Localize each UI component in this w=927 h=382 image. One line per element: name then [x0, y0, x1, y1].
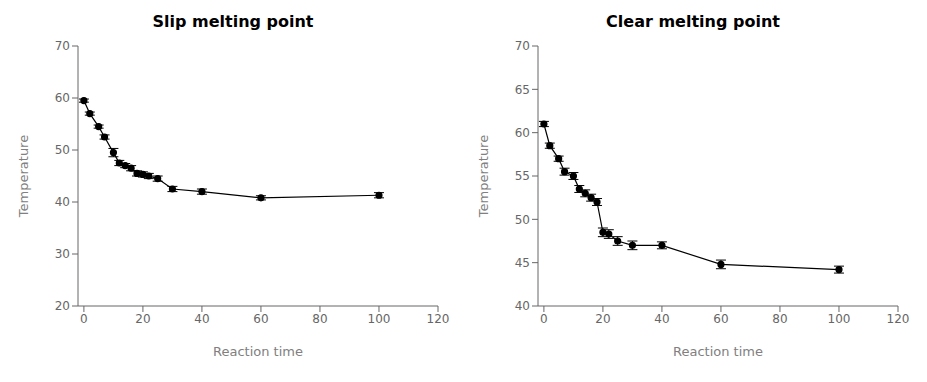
svg-text:40: 40	[55, 195, 70, 209]
svg-text:Temperature: Temperature	[476, 135, 491, 218]
html-text:Clear melting point: Clear melting point	[606, 12, 780, 31]
html-text:Slip melting point: Slip melting point	[152, 12, 314, 31]
svg-text:70: 70	[515, 39, 530, 53]
svg-text:20: 20	[55, 299, 70, 313]
svg-text:80: 80	[312, 312, 327, 326]
svg-text:60: 60	[515, 126, 530, 140]
svg-text:30: 30	[55, 247, 70, 261]
svg-text:60: 60	[253, 312, 268, 326]
svg-text:70: 70	[55, 39, 70, 53]
svg-text:50: 50	[515, 213, 530, 227]
svg-text:65: 65	[515, 83, 530, 97]
svg-text:55: 55	[515, 169, 530, 183]
svg-text:0: 0	[80, 312, 88, 326]
svg-text:120: 120	[887, 312, 910, 326]
svg-text:60: 60	[55, 91, 70, 105]
svg-text:80: 80	[772, 312, 787, 326]
svg-text:40: 40	[194, 312, 209, 326]
svg-text:60: 60	[713, 312, 728, 326]
svg-text:Reaction time: Reaction time	[213, 344, 303, 359]
svg-text:40: 40	[654, 312, 669, 326]
svg-text:Temperature: Temperature	[16, 135, 31, 218]
svg-text:100: 100	[368, 312, 391, 326]
svg-text:Reaction time: Reaction time	[673, 344, 763, 359]
svg-text:40: 40	[515, 299, 530, 313]
svg-text:0: 0	[540, 312, 548, 326]
svg-text:20: 20	[135, 312, 150, 326]
svg-text:20: 20	[595, 312, 610, 326]
svg-text:45: 45	[515, 256, 530, 270]
svg-text:120: 120	[427, 312, 450, 326]
svg-text:50: 50	[55, 143, 70, 157]
svg-text:100: 100	[828, 312, 851, 326]
